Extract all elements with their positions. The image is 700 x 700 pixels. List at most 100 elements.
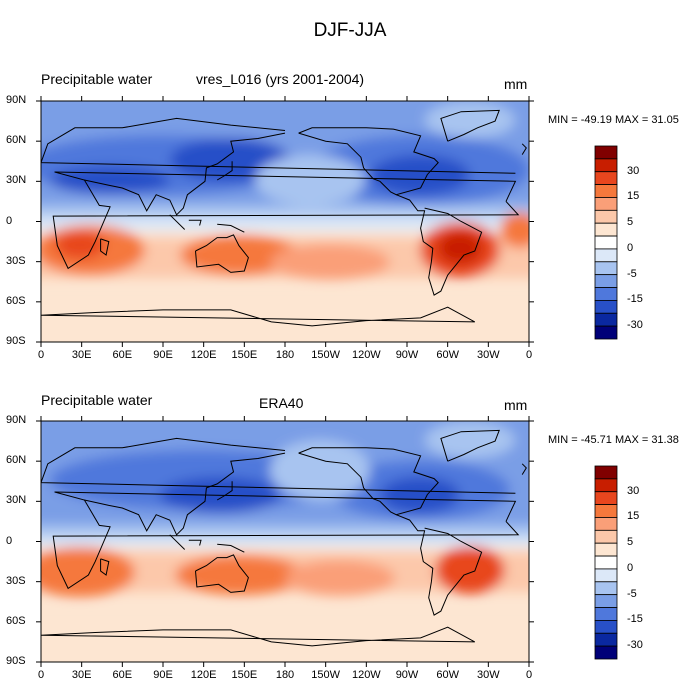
coastline bbox=[521, 143, 527, 155]
coastline bbox=[396, 194, 483, 296]
coastline bbox=[84, 452, 286, 536]
colorbar-2-swatch bbox=[594, 568, 618, 583]
coastline bbox=[41, 117, 516, 174]
lat-label: 30N bbox=[6, 174, 27, 187]
colorbar-2-swatch bbox=[594, 594, 618, 608]
colorbar-1-swatch bbox=[594, 145, 618, 160]
lon-label: 90W bbox=[395, 349, 419, 361]
coastline bbox=[216, 481, 233, 501]
panel-2-map bbox=[41, 421, 529, 662]
colorbar-2-swatch bbox=[594, 478, 618, 493]
coastline bbox=[217, 543, 245, 553]
panel-1-center-title: vres_L016 (yrs 2001-2004) bbox=[196, 71, 365, 87]
colorbar-1-swatch bbox=[594, 158, 618, 173]
lon-label: 60E bbox=[112, 669, 133, 681]
lat-label: 30S bbox=[6, 574, 26, 587]
lon-label: 150E bbox=[231, 349, 258, 361]
colorbar-2-swatch bbox=[594, 465, 618, 480]
figure-title: DJF-JJA bbox=[313, 20, 387, 41]
panel-2-units: mm bbox=[504, 397, 528, 413]
colorbar-2-swatch bbox=[594, 620, 618, 634]
lon-label: 0 bbox=[525, 669, 533, 681]
coastline bbox=[440, 429, 500, 462]
colorbar-2-label: 15 bbox=[627, 510, 640, 523]
lat-label: 0 bbox=[6, 214, 13, 227]
lat-label: 60N bbox=[6, 134, 27, 147]
colorbar-2-swatch bbox=[594, 555, 618, 570]
panel-2-left-title: Precipitable water bbox=[41, 392, 153, 408]
colorbar-1-swatch bbox=[594, 171, 618, 186]
colorbar-2-swatch bbox=[594, 542, 618, 557]
colorbar-1-swatch bbox=[594, 209, 618, 224]
lon-label: 0 bbox=[37, 669, 45, 681]
colorbar-2-label: 0 bbox=[627, 561, 634, 574]
lon-label: 30W bbox=[477, 669, 500, 681]
coastline bbox=[100, 558, 110, 576]
colorbar-1-swatch bbox=[594, 299, 618, 314]
colorbar-2-swatch bbox=[594, 504, 618, 518]
colorbar-2-swatch bbox=[594, 491, 618, 506]
colorbar-1-swatch bbox=[594, 248, 618, 263]
colorbar-2-label: -15 bbox=[627, 613, 643, 626]
colorbar-1-swatch bbox=[594, 312, 618, 327]
coastline bbox=[41, 626, 476, 647]
panel-2-min-max: MIN = -45.71 MAX = 31.38 bbox=[548, 434, 679, 446]
colorbar-1-swatch bbox=[594, 222, 618, 237]
panel-2-center-title: ERA40 bbox=[259, 395, 304, 411]
coastline bbox=[298, 127, 439, 196]
lon-label: 120W bbox=[351, 349, 381, 361]
panel-1-map bbox=[41, 101, 529, 342]
coastline bbox=[216, 161, 233, 181]
lon-label: 0 bbox=[37, 349, 45, 361]
lon-label: 120E bbox=[190, 669, 217, 681]
lat-label: 30N bbox=[6, 494, 27, 507]
colorbar-1-label: 5 bbox=[627, 216, 634, 229]
coastline bbox=[440, 109, 500, 142]
coastline bbox=[195, 234, 249, 273]
lon-label: 180 bbox=[275, 669, 295, 681]
coastline bbox=[84, 132, 286, 216]
panel-1-min-max: MIN = -49.19 MAX = 31.05 bbox=[548, 114, 679, 126]
colorbar-1-label: 30 bbox=[627, 164, 640, 177]
coastline bbox=[396, 514, 483, 616]
lat-label: 90N bbox=[6, 94, 27, 106]
colorbar-1-label: 0 bbox=[627, 241, 634, 254]
panel-1-left-title: Precipitable water bbox=[41, 71, 153, 87]
colorbar-1-swatch bbox=[594, 274, 618, 288]
lon-label: 0 bbox=[525, 349, 533, 361]
coastline bbox=[41, 437, 516, 494]
coastline bbox=[100, 238, 110, 256]
lon-label: 90E bbox=[153, 669, 173, 681]
colorbar-1-swatch bbox=[594, 184, 618, 198]
lon-label: 150E bbox=[231, 669, 258, 681]
lon-label: 120W bbox=[351, 669, 381, 681]
coastline bbox=[298, 447, 439, 516]
colorbar-1-label: 15 bbox=[627, 190, 640, 203]
colorbar-1-swatch bbox=[594, 197, 618, 211]
lat-label: 60N bbox=[6, 454, 27, 467]
coastline bbox=[188, 219, 202, 226]
colorbar-1-label: -5 bbox=[627, 267, 637, 280]
coastline bbox=[52, 491, 520, 590]
colorbar-2-label: 30 bbox=[627, 484, 640, 497]
colorbar-2-swatch bbox=[594, 607, 618, 621]
lat-label: 60S bbox=[6, 294, 26, 307]
lon-label: 150W bbox=[311, 669, 341, 681]
panel-1-coastlines bbox=[41, 109, 527, 327]
colorbar-2-label: -5 bbox=[627, 587, 637, 600]
lon-label: 60W bbox=[436, 669, 459, 681]
panel-2-coastlines bbox=[41, 429, 527, 647]
colorbar-1-swatch bbox=[594, 325, 618, 340]
lon-label: 120E bbox=[190, 349, 217, 361]
lat-label: 30S bbox=[6, 254, 26, 267]
lat-label: 90N bbox=[6, 414, 27, 426]
colorbar-2-swatch bbox=[594, 581, 618, 596]
coastline bbox=[41, 306, 476, 327]
lon-label: 90W bbox=[395, 669, 419, 681]
colorbar-1-swatch bbox=[594, 261, 618, 276]
lon-label: 90E bbox=[153, 349, 173, 361]
coastline bbox=[52, 171, 520, 270]
lon-label: 150W bbox=[311, 349, 341, 361]
coastline bbox=[188, 539, 202, 546]
